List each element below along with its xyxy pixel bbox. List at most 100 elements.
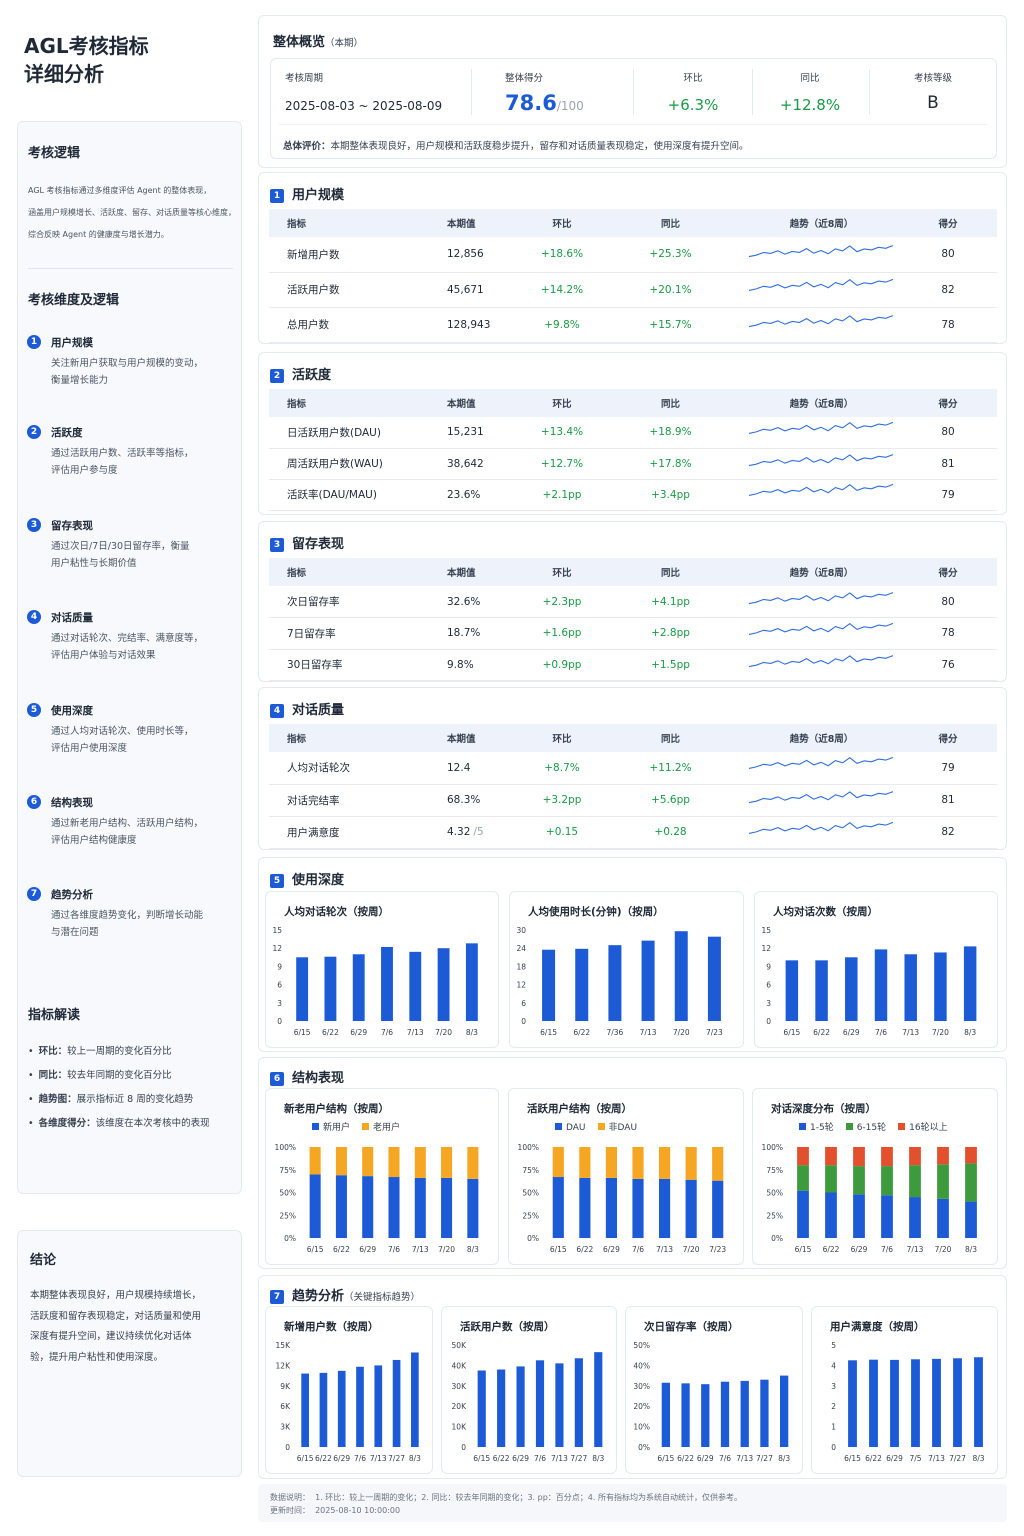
- interp-value: 该维度在本次考核中的表现: [95, 1118, 210, 1129]
- table-row: 日活跃用户数(DAU) 15,231 +13.4% +18.9% 80: [269, 417, 997, 449]
- y-tick-label: 100%: [762, 1143, 783, 1152]
- y-tick-label: 1: [831, 1423, 836, 1432]
- metric-mom: +0.9pp: [527, 649, 597, 681]
- interp-value: 较去年同期的变化百分比: [67, 1070, 172, 1081]
- bar: [352, 954, 365, 1021]
- section-4-panel: 4 对话质量 指标 本期值 环比 同比 趋势（近8周） 得分 人均对话轮次 12.4 +8.7% +1…: [258, 687, 1007, 850]
- column-header-trend: 趋势（近8周）: [744, 389, 899, 417]
- bar-segment: [362, 1147, 374, 1177]
- x-tick-label: 6/22: [823, 1245, 840, 1254]
- x-tick-label: 8/3: [964, 1028, 976, 1037]
- chart-card: 人均对话轮次（按周） 0 3 6 9 12 15 6/15 6/22 6/29 7/6 7/13 7/2…: [265, 891, 499, 1048]
- dimension-name: 结构表现: [51, 797, 93, 809]
- metric-value: 45,671: [447, 283, 484, 296]
- chart-plot: 0% 25% 50% 75% 100% 6/15 6/22 6/29 7/6 7/13 7/20 7/…: [518, 1143, 727, 1254]
- overall-summary: 总体评价：本期整体表现良好，用户规模和活跃度稳步提升，留存和对话质量表现稳定，使…: [283, 141, 749, 152]
- metric-value-cell: 32.6%: [429, 586, 527, 618]
- dimension-desc-1: 通过次日/7日/30日留存率，衡量: [51, 541, 190, 552]
- x-tick-label: 6/22: [813, 1028, 830, 1037]
- y-tick-label: 3K: [280, 1423, 291, 1432]
- trend-sparkline-cell: [744, 649, 899, 681]
- dimension-desc-2: 衡量增长能力: [51, 375, 109, 386]
- metric-yoy: +5.6pp: [597, 784, 744, 817]
- sparkline-line: [748, 421, 893, 434]
- metric-name: 对话完结率: [269, 784, 429, 817]
- bar-segment: [825, 1165, 837, 1193]
- bar: [720, 1381, 730, 1447]
- x-tick-label: 7/20: [673, 1028, 690, 1037]
- legend-swatch: [597, 1123, 605, 1130]
- dimension-desc-2: 与潜在问题: [51, 927, 99, 938]
- x-tick-label: 7/13: [902, 1028, 919, 1037]
- bar-segment: [881, 1147, 893, 1167]
- dimension-desc-1: 通过活跃用户数、活跃率等指标，: [51, 448, 194, 459]
- bar: [337, 1370, 346, 1447]
- conclusion-panel: 结论 本期整体表现良好，用户规模持续增长， 活跃度和留存表现稳定，对话质量和使用…: [17, 1230, 242, 1477]
- legend-swatch: [312, 1123, 319, 1130]
- bar: [740, 1380, 749, 1447]
- section-header: 6 结构表现: [270, 1067, 344, 1086]
- bar: [574, 1358, 583, 1447]
- interp-item: • 同比：较去年同期的变化百分比: [28, 1067, 172, 1081]
- chart-plot: 0% 25% 50% 75% 100% 6/15 6/22 6/29 7/6 7/13 7/20 8/…: [275, 1143, 480, 1254]
- section-number-badge: 3: [270, 538, 284, 552]
- bar: [681, 1383, 690, 1447]
- x-tick-label: 7/27: [756, 1454, 773, 1463]
- metric-yoy: +25.3%: [597, 237, 744, 273]
- metric-value: 68.3%: [447, 794, 481, 806]
- bar: [296, 957, 309, 1021]
- bar-segment: [797, 1165, 809, 1191]
- metric-value-cell: 38,642: [429, 448, 527, 480]
- bar-segment: [467, 1178, 479, 1238]
- legend-swatch: [898, 1123, 906, 1130]
- section-3-panel: 3 留存表现 指标 本期值 环比 同比 趋势（近8周） 得分 次日留存率 32.6% +2.3pp +…: [258, 521, 1007, 682]
- y-tick-label: 15K: [276, 1341, 292, 1350]
- table-header-row: 指标 本期值 环比 同比 趋势（近8周） 得分: [269, 558, 997, 586]
- x-tick-label: 7/6: [354, 1454, 366, 1463]
- dimension-number-badge: 3: [27, 518, 41, 532]
- y-tick-label: 50%: [766, 1189, 783, 1198]
- legend-label: 6-15轮: [856, 1123, 887, 1133]
- x-tick-label: 6/15: [550, 1245, 567, 1254]
- x-tick-label: 7/6: [388, 1245, 400, 1254]
- y-tick-label: 100%: [275, 1143, 296, 1152]
- legend-label: 非DAU: [608, 1123, 638, 1133]
- dimension-desc-2: 评估用户结构健康度: [51, 835, 137, 846]
- metric-yoy: +20.1%: [597, 272, 744, 308]
- x-tick-label: 7/13: [656, 1245, 673, 1254]
- legend-item: 非DAU: [597, 1123, 638, 1133]
- x-tick-label: 8/3: [778, 1454, 790, 1463]
- metric-score: 78: [899, 617, 997, 650]
- column-header-value: 本期值: [429, 209, 527, 237]
- metric-value-cell: 4.32/5: [429, 816, 527, 849]
- x-tick-label: 7/36: [606, 1028, 623, 1037]
- bar-segment: [632, 1178, 644, 1238]
- y-tick-label: 40%: [633, 1361, 650, 1370]
- y-tick-label: 75%: [279, 1166, 296, 1175]
- y-tick-label: 75%: [766, 1166, 783, 1175]
- x-tick-label: 7/23: [706, 1028, 723, 1037]
- metric-mom: +12.7%: [527, 448, 597, 480]
- metric-value: 18.7%: [447, 627, 481, 640]
- metric-yoy: +1.5pp: [597, 649, 744, 681]
- legend-swatch: [362, 1123, 370, 1130]
- y-tick-label: 3: [831, 1382, 836, 1391]
- bar: [392, 1359, 401, 1447]
- interp-key: 同比：: [38, 1070, 68, 1081]
- table-row: 对话完结率 68.3% +3.2pp +5.6pp 81: [269, 784, 997, 817]
- bar: [465, 943, 478, 1021]
- bar: [374, 1365, 383, 1447]
- y-tick-label: 40K: [452, 1361, 468, 1370]
- bar-segment: [335, 1147, 347, 1176]
- y-tick-label: 50%: [279, 1189, 296, 1198]
- divider: [869, 69, 870, 115]
- metric-yoy: +4.1pp: [597, 586, 744, 618]
- bar-segment: [965, 1163, 977, 1202]
- metric-mom: +0.15: [527, 816, 597, 849]
- metric-value-cell: 15,231: [429, 417, 527, 449]
- bar-segment: [309, 1174, 321, 1238]
- x-tick-label: 7/27: [949, 1454, 966, 1463]
- x-tick-label: 6/22: [493, 1454, 510, 1463]
- column-header-score: 得分: [899, 389, 997, 417]
- y-tick-label: 10K: [452, 1423, 468, 1432]
